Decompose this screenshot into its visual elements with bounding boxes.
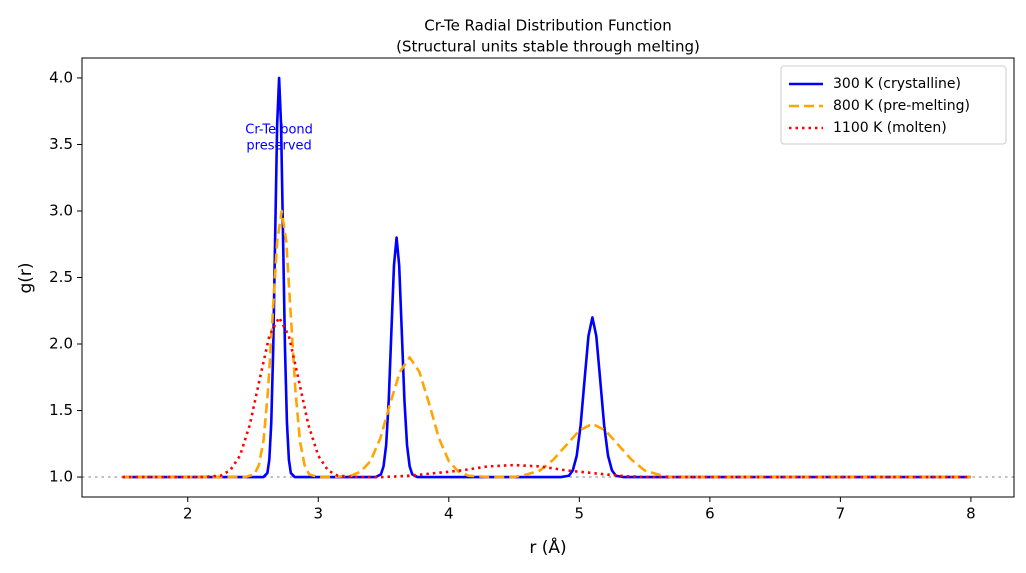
y-tick-label: 1.0 [49,468,73,486]
chart-subtitle: (Structural units stable through melting… [396,38,700,56]
x-tick-label: 4 [444,505,454,523]
x-axis-label: r (Å) [529,536,566,558]
y-tick-label: 4.0 [49,68,73,86]
series-line [122,209,971,479]
y-tick-label: 3.5 [49,135,73,153]
x-tick-label: 5 [575,505,585,523]
y-axis-label: g(r) [16,262,36,293]
x-tick-label: 2 [183,505,193,523]
legend-label: 800 K (pre-melting) [833,98,970,114]
series-line [122,76,971,479]
legend-box [780,65,1007,145]
legend-label: 300 K (crystalline) [833,76,961,92]
legend-label: 1100 K (molten) [833,120,947,136]
annotation: Cr-Te bond [245,122,313,137]
chart-title: Cr-Te Radial Distribution Function [424,17,672,35]
x-tick-label: 8 [966,505,976,523]
y-tick-label: 3.0 [49,201,73,219]
y-tick-label: 2.0 [49,335,73,353]
annotation: preserved [246,138,311,153]
x-tick-label: 6 [705,505,715,523]
x-tick-label: 7 [836,505,846,523]
plot-frame [81,57,1015,498]
y-tick-label: 1.5 [49,401,73,419]
x-tick-label: 3 [313,505,323,523]
y-tick-label: 2.5 [49,268,73,286]
